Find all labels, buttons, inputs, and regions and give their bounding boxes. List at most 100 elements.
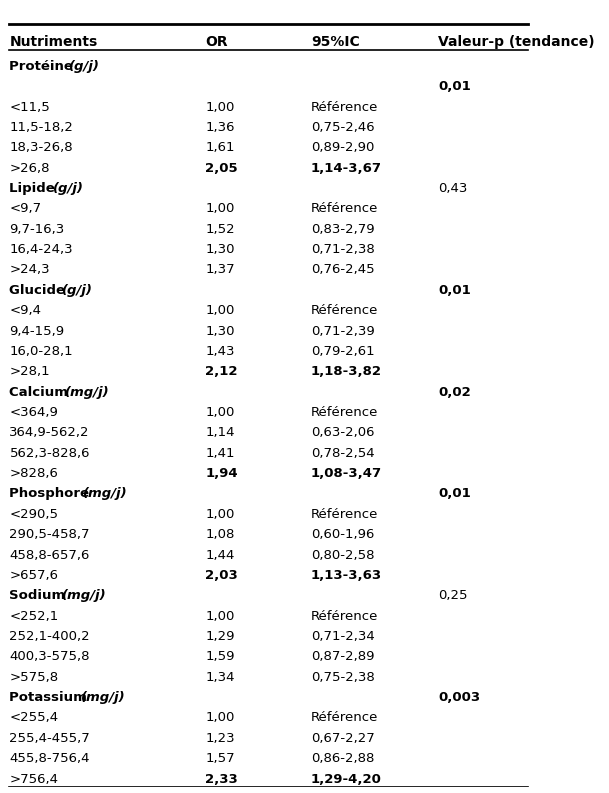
Text: 0,78-2,54: 0,78-2,54	[311, 446, 375, 460]
Text: Référence: Référence	[311, 202, 378, 216]
Text: 0,89-2,90: 0,89-2,90	[311, 141, 375, 155]
Text: 252,1-400,2: 252,1-400,2	[10, 630, 90, 643]
Text: 0,71-2,38: 0,71-2,38	[311, 243, 375, 256]
Text: 364,9-562,2: 364,9-562,2	[10, 427, 90, 439]
Text: <252,1: <252,1	[10, 610, 58, 623]
Text: 1,23: 1,23	[205, 732, 235, 745]
Text: 1,61: 1,61	[205, 141, 234, 155]
Text: 0,01: 0,01	[438, 284, 471, 297]
Text: 1,43: 1,43	[205, 345, 234, 358]
Text: 0,67-2,27: 0,67-2,27	[311, 732, 375, 745]
Text: <290,5: <290,5	[10, 508, 58, 521]
Text: >28,1: >28,1	[10, 366, 50, 378]
Text: 0,43: 0,43	[438, 182, 467, 195]
Text: Référence: Référence	[311, 711, 378, 725]
Text: 1,00: 1,00	[205, 508, 234, 521]
Text: 2,03: 2,03	[205, 569, 238, 582]
Text: 1,18-3,82: 1,18-3,82	[311, 366, 382, 378]
Text: 1,00: 1,00	[205, 202, 234, 216]
Text: 95%IC: 95%IC	[311, 36, 360, 49]
Text: (g/j): (g/j)	[69, 59, 100, 73]
Text: 2,33: 2,33	[205, 772, 238, 786]
Text: Lipide: Lipide	[10, 182, 60, 195]
Text: (mg/j): (mg/j)	[81, 691, 125, 704]
Text: >828,6: >828,6	[10, 467, 58, 480]
Text: 0,75-2,46: 0,75-2,46	[311, 121, 375, 134]
Text: 0,003: 0,003	[438, 691, 480, 704]
Text: 1,30: 1,30	[205, 243, 234, 256]
Text: Référence: Référence	[311, 508, 378, 521]
Text: 1,41: 1,41	[205, 446, 234, 460]
Text: 0,60-1,96: 0,60-1,96	[311, 528, 375, 541]
Text: Référence: Référence	[311, 610, 378, 623]
Text: 255,4-455,7: 255,4-455,7	[10, 732, 90, 745]
Text: 1,30: 1,30	[205, 324, 234, 338]
Text: 9,7-16,3: 9,7-16,3	[10, 223, 65, 236]
Text: 400,3-575,8: 400,3-575,8	[10, 650, 90, 664]
Text: 1,00: 1,00	[205, 711, 234, 725]
Text: Calcium: Calcium	[10, 385, 73, 399]
Text: 1,34: 1,34	[205, 671, 234, 684]
Text: 0,25: 0,25	[438, 589, 468, 602]
Text: Nutriments: Nutriments	[10, 36, 97, 49]
Text: 1,14: 1,14	[205, 427, 234, 439]
Text: 9,4-15,9: 9,4-15,9	[10, 324, 65, 338]
Text: 1,36: 1,36	[205, 121, 234, 134]
Text: Référence: Référence	[311, 406, 378, 419]
Text: (mg/j): (mg/j)	[65, 385, 110, 399]
Text: 18,3-26,8: 18,3-26,8	[10, 141, 73, 155]
Text: 1,59: 1,59	[205, 650, 234, 664]
Text: 0,71-2,39: 0,71-2,39	[311, 324, 375, 338]
Text: Phosphore: Phosphore	[10, 488, 94, 500]
Text: 290,5-458,7: 290,5-458,7	[10, 528, 90, 541]
Text: 0,83-2,79: 0,83-2,79	[311, 223, 375, 236]
Text: 1,08-3,47: 1,08-3,47	[311, 467, 382, 480]
Text: 458,8-657,6: 458,8-657,6	[10, 549, 90, 561]
Text: >657,6: >657,6	[10, 569, 58, 582]
Text: Référence: Référence	[311, 101, 378, 113]
Text: 16,4-24,3: 16,4-24,3	[10, 243, 73, 256]
Text: 0,71-2,34: 0,71-2,34	[311, 630, 375, 643]
Text: 0,87-2,89: 0,87-2,89	[311, 650, 375, 664]
Text: 1,08: 1,08	[205, 528, 234, 541]
Text: OR: OR	[205, 36, 228, 49]
Text: 1,29: 1,29	[205, 630, 234, 643]
Text: 1,00: 1,00	[205, 305, 234, 317]
Text: 1,14-3,67: 1,14-3,67	[311, 162, 382, 174]
Text: 0,79-2,61: 0,79-2,61	[311, 345, 375, 358]
Text: 0,02: 0,02	[438, 385, 471, 399]
Text: 1,37: 1,37	[205, 263, 235, 277]
Text: Glucide: Glucide	[10, 284, 70, 297]
Text: 1,00: 1,00	[205, 406, 234, 419]
Text: 0,76-2,45: 0,76-2,45	[311, 263, 375, 277]
Text: Valeur-p (tendance): Valeur-p (tendance)	[438, 36, 594, 49]
Text: Référence: Référence	[311, 305, 378, 317]
Text: 16,0-28,1: 16,0-28,1	[10, 345, 73, 358]
Text: 0,01: 0,01	[438, 80, 471, 93]
Text: 0,63-2,06: 0,63-2,06	[311, 427, 375, 439]
Text: <9,7: <9,7	[10, 202, 41, 216]
Text: (mg/j): (mg/j)	[83, 488, 128, 500]
Text: <9,4: <9,4	[10, 305, 41, 317]
Text: 455,8-756,4: 455,8-756,4	[10, 753, 90, 765]
Text: <364,9: <364,9	[10, 406, 58, 419]
Text: <255,4: <255,4	[10, 711, 58, 725]
Text: 1,00: 1,00	[205, 101, 234, 113]
Text: 0,80-2,58: 0,80-2,58	[311, 549, 375, 561]
Text: (g/j): (g/j)	[53, 182, 84, 195]
Text: 2,05: 2,05	[205, 162, 238, 174]
Text: 0,75-2,38: 0,75-2,38	[311, 671, 375, 684]
Text: >575,8: >575,8	[10, 671, 58, 684]
Text: >24,3: >24,3	[10, 263, 50, 277]
Text: 1,52: 1,52	[205, 223, 235, 236]
Text: 1,44: 1,44	[205, 549, 234, 561]
Text: Potassium: Potassium	[10, 691, 92, 704]
Text: (mg/j): (mg/j)	[62, 589, 107, 602]
Text: 1,94: 1,94	[205, 467, 238, 480]
Text: >756,4: >756,4	[10, 772, 58, 786]
Text: Sodium: Sodium	[10, 589, 70, 602]
Text: 0,01: 0,01	[438, 488, 471, 500]
Text: 11,5-18,2: 11,5-18,2	[10, 121, 73, 134]
Text: 0,86-2,88: 0,86-2,88	[311, 753, 375, 765]
Text: >26,8: >26,8	[10, 162, 50, 174]
